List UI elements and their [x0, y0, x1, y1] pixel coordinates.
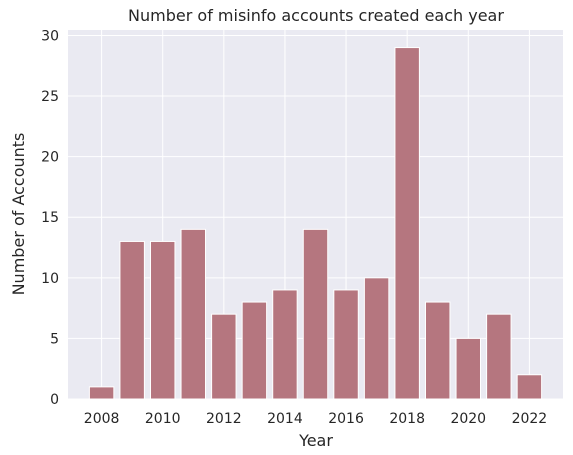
y-tick-label: 5 [50, 331, 59, 347]
y-tick-label: 15 [41, 210, 59, 226]
bar-2016 [333, 289, 359, 400]
y-tick-label: 10 [41, 271, 59, 287]
bar-2019 [425, 301, 451, 400]
x-tick-label: 2014 [267, 411, 303, 427]
x-tick-label: 2022 [512, 411, 548, 427]
bar-2009 [119, 240, 145, 400]
y-tick-label: 30 [41, 28, 59, 44]
y-axis-label: Number of Accounts [9, 133, 28, 296]
bar-2015 [302, 228, 329, 400]
y-tick-label: 20 [41, 150, 59, 166]
x-tick-label: 2010 [145, 411, 181, 427]
x-tick-label: 2016 [328, 411, 364, 427]
x-tick-labels: 2008 2010 2012 2014 2016 2018 2020 2022 [84, 411, 547, 427]
y-tick-labels: 0 5 10 15 20 25 30 [41, 28, 59, 408]
y-tick-label: 25 [41, 89, 59, 105]
bar-2010 [150, 240, 176, 400]
bar-2011 [180, 228, 207, 400]
y-tick-label: 0 [50, 392, 59, 408]
bar-2013 [241, 301, 268, 400]
bar-2022 [516, 374, 543, 400]
bar-2014 [272, 289, 298, 400]
bar-2018 [394, 47, 420, 400]
bars [88, 47, 543, 400]
x-tick-label: 2008 [84, 411, 120, 427]
bar-2021 [486, 313, 512, 400]
bar-2020 [455, 337, 481, 400]
bar-2008 [88, 386, 115, 400]
x-tick-label: 2020 [450, 411, 486, 427]
chart-title: Number of misinfo accounts created each … [128, 6, 504, 25]
bar-2012 [211, 313, 237, 400]
bar-2017 [363, 277, 390, 400]
x-tick-label: 2012 [206, 411, 242, 427]
x-tick-label: 2018 [389, 411, 425, 427]
x-axis-label: Year [298, 431, 333, 450]
